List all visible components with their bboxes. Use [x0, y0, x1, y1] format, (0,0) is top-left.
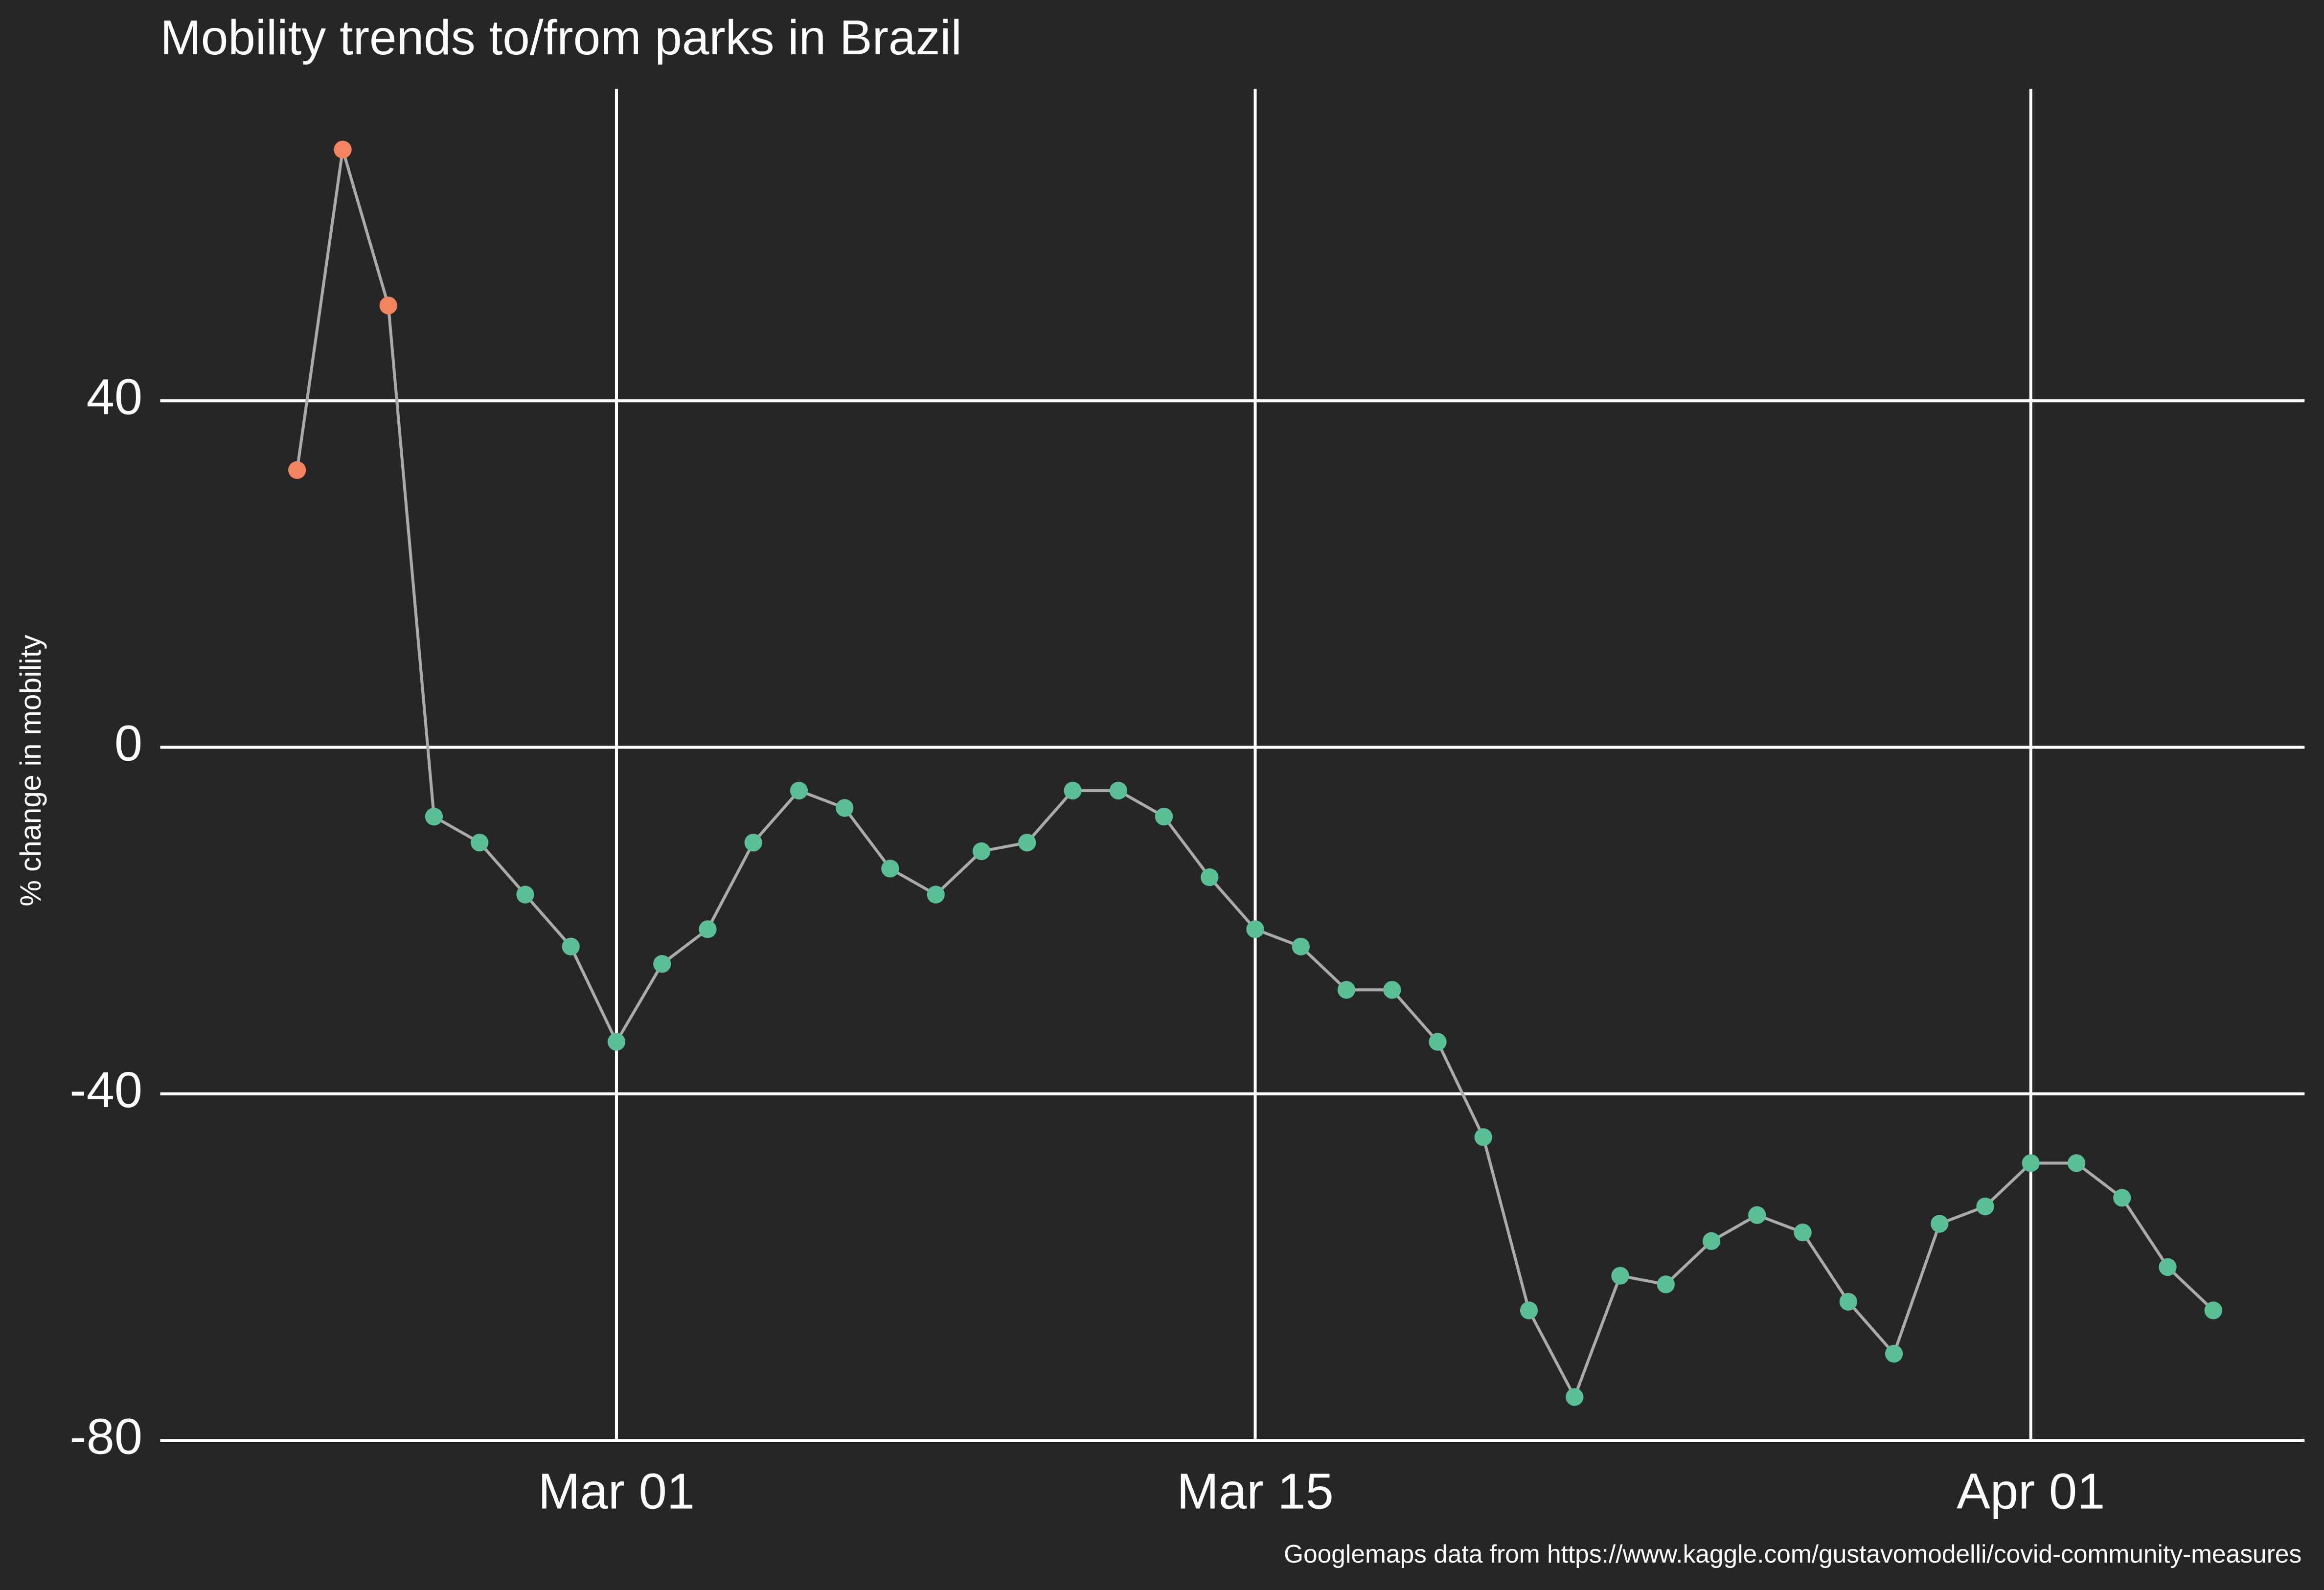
- point: [2067, 1154, 2086, 1172]
- x-tick-label: Apr 01: [1957, 1463, 2105, 1519]
- point: [1155, 807, 1173, 826]
- y-axis-label: % change in mobility: [14, 635, 47, 907]
- point: [2204, 1301, 2222, 1319]
- point: [653, 955, 671, 973]
- point: [881, 860, 899, 878]
- point: [1018, 834, 1036, 852]
- y-tick-label: 0: [114, 715, 142, 772]
- point: [836, 799, 854, 817]
- point: [1520, 1301, 1538, 1319]
- point: [2022, 1154, 2040, 1172]
- point: [1976, 1197, 1994, 1216]
- point: [471, 834, 489, 852]
- point: [1292, 937, 1310, 955]
- chart-title: Mobility trends to/from parks in Brazil: [160, 11, 961, 65]
- point: [1839, 1293, 1857, 1311]
- y-tick-label: -40: [69, 1062, 142, 1118]
- point: [2113, 1189, 2131, 1207]
- point: [1931, 1215, 1949, 1233]
- point: [1702, 1232, 1721, 1250]
- caption: Googlemaps data from https://www.kaggle.…: [1284, 1540, 2301, 1568]
- point: [927, 886, 945, 904]
- point: [1109, 781, 1127, 800]
- point: [1885, 1344, 1903, 1363]
- point: [334, 140, 352, 159]
- point: [1201, 868, 1219, 886]
- point: [790, 781, 808, 800]
- point: [425, 807, 443, 826]
- point: [1064, 781, 1082, 800]
- point: [1611, 1267, 1629, 1285]
- point: [2159, 1258, 2177, 1276]
- x-tick-label: Mar 15: [1177, 1463, 1333, 1519]
- point: [1429, 1033, 1447, 1051]
- point: [1474, 1128, 1492, 1146]
- point: [1246, 920, 1264, 938]
- point: [1657, 1275, 1675, 1294]
- point: [972, 842, 991, 861]
- point: [1383, 981, 1401, 999]
- point: [562, 937, 580, 955]
- point: [744, 834, 762, 852]
- x-tick-label: Mar 01: [538, 1463, 695, 1519]
- point: [1566, 1388, 1584, 1406]
- y-tick-label: 40: [87, 368, 143, 425]
- y-tick-label: -80: [69, 1408, 142, 1464]
- point: [379, 296, 397, 315]
- point: [699, 920, 717, 938]
- point: [1337, 981, 1356, 999]
- point: [288, 461, 306, 479]
- point: [1794, 1223, 1812, 1242]
- point: [607, 1033, 626, 1051]
- point: [1748, 1206, 1766, 1224]
- point: [516, 886, 534, 904]
